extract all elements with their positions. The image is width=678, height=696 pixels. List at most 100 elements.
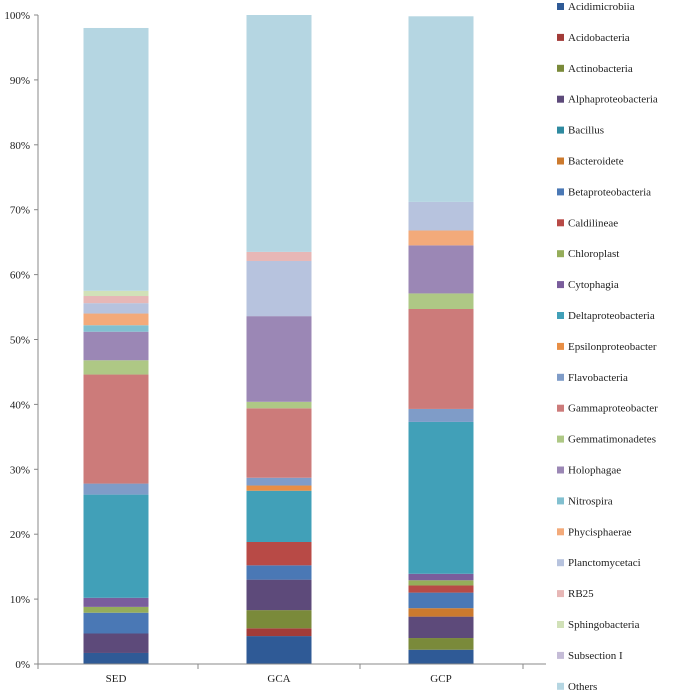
legend-swatch (557, 312, 564, 319)
bar-segment-gcp-chloroplast (408, 580, 474, 586)
bar-segment-sed-cytophagia (83, 597, 149, 607)
bar-segment-gca-rb25 (246, 251, 312, 261)
bar-segment-sed-chloroplast (83, 606, 149, 613)
legend-swatch (557, 621, 564, 628)
bars-layer (83, 15, 474, 664)
bar-segment-gca-caldilineae (246, 541, 312, 566)
bar-segment-gcp-bacteroidete (408, 608, 474, 617)
bar-segment-gca-gammaproteobacteria (246, 408, 312, 478)
bar-segment-gca-flavobacteria (246, 477, 312, 486)
bar-segment-gcp-alphaproteobacteria (408, 616, 474, 639)
legend-swatch (557, 188, 564, 196)
y-tick-label: 10% (10, 594, 30, 606)
bar-segment-gcp-planctomycetaci (408, 201, 474, 231)
bar-segment-sed-acidimicrobiia (83, 652, 149, 664)
bar-segment-gca-others (246, 15, 312, 252)
axes-layer: 0% 10% 20% 30% 40% 50% 60% 70% 80% 90% 100% SED GCA G… (4, 10, 546, 685)
legend-label: Nitrospira (568, 495, 613, 507)
bar-segment-gca-gemmatimonadetes (246, 401, 312, 409)
legend-swatch (557, 497, 564, 505)
legend-swatch (557, 651, 564, 659)
bar-segment-sed-deltaproteobacteria (83, 494, 149, 598)
x-category-label: SED (106, 673, 127, 685)
y-tick-label: 0% (15, 659, 30, 671)
legend-swatch (557, 682, 564, 690)
legend-label: Subsection I (568, 650, 623, 662)
bar-segment-gcp-deltaproteobacteria (408, 421, 474, 574)
y-tick-label: 90% (10, 75, 30, 87)
legend-label: Planctomycetaci (568, 557, 641, 569)
legend-swatch (557, 3, 564, 10)
legend-label: Acidimicrobiia (568, 1, 635, 13)
legend-swatch (557, 157, 564, 165)
bar-segment-gcp-caldilineae (408, 585, 474, 593)
bar-segment-sed-rb25 (83, 296, 149, 304)
legend-label: Betaproteobacteria (568, 186, 651, 198)
legend-swatch (557, 219, 564, 227)
y-tick-label: 40% (10, 399, 30, 411)
bar-segment-sed-planctomycetaci (83, 303, 149, 314)
bar-segment-gcp-flavobacteria (408, 408, 474, 422)
bar-segment-gcp-others (408, 16, 474, 202)
bar-segment-sed-phycisphaerae (83, 313, 149, 326)
legend-label: Bacillus (568, 125, 604, 137)
bar-segment-gca-epsilonproteobacteria (246, 485, 312, 491)
bar-segment-sed-nitrospira (83, 325, 149, 332)
bar-segment-sed-flavobacteria (83, 483, 149, 495)
y-tick-label: 50% (10, 335, 30, 347)
legend-swatch (557, 95, 564, 103)
legend-label: Alphaproteobacteria (568, 94, 658, 106)
legend-label: Gammaproteobacter (568, 403, 658, 415)
legend-swatch (557, 64, 564, 72)
bar-segment-sed-betaproteobacteria (83, 612, 149, 634)
bar-segment-gca-holophagae (246, 316, 312, 402)
y-tick-label: 80% (10, 140, 30, 152)
legend-swatch (557, 342, 564, 350)
x-category-label: GCA (267, 673, 290, 685)
bar-segment-sed-holophagae (83, 331, 149, 361)
legend-label: Caldilineae (568, 217, 618, 229)
bar-segment-gcp-acidimicrobiia (408, 649, 474, 664)
bar-segment-gca-deltaproteobacteria (246, 490, 312, 542)
y-tick-label: 100% (4, 10, 30, 22)
legend-label: Acidobacteria (568, 32, 630, 44)
legend-label: Bacteroidete (568, 156, 624, 168)
x-category-label: GCP (430, 673, 451, 685)
legend-swatch (557, 126, 564, 134)
bar-segment-gcp-gemmatimonadetes (408, 293, 474, 309)
legend-label: Cytophagia (568, 279, 619, 291)
legend-label: Holophagae (568, 465, 621, 477)
legend-swatch (557, 435, 564, 443)
legend-swatch (557, 373, 564, 381)
bar-segment-gcp-gammaproteobacteria (408, 308, 474, 409)
bar-segment-gca-alphaproteobacteria (246, 579, 312, 611)
legend-label: Gemmatimonadetes (568, 434, 656, 446)
legend-swatch (557, 466, 564, 474)
legend: Acidimicrobiia Acidobacteria Actinobacteri… (557, 1, 658, 693)
legend-label: Actinobacteria (568, 63, 633, 75)
bar-segment-gca-actinobacteria (246, 610, 312, 629)
bar-segment-gcp-actinobacteria (408, 638, 474, 650)
legend-swatch (557, 281, 564, 289)
legend-swatch (557, 250, 564, 258)
bar-segment-gca-betaproteobacteria (246, 565, 312, 580)
y-tick-label: 30% (10, 464, 30, 476)
y-tick-label: 60% (10, 270, 30, 282)
bar-segment-gca-acidimicrobiia (246, 636, 312, 664)
bar-segment-gca-planctomycetaci (246, 260, 312, 317)
legend-label: Sphingobacteria (568, 619, 640, 631)
bar-segment-gcp-phycisphaerae (408, 230, 474, 246)
legend-swatch (557, 590, 564, 598)
legend-label: Flavobacteria (568, 372, 628, 384)
legend-swatch (557, 528, 564, 536)
legend-swatch (557, 559, 564, 567)
legend-label: Epsilonproteobacter (568, 341, 657, 353)
legend-swatch (557, 33, 564, 41)
legend-label: Chloroplast (568, 248, 619, 260)
bar-segment-gcp-holophagae (408, 245, 474, 294)
y-tick-label: 20% (10, 529, 30, 541)
bar-segment-sed-sphingobacteria (83, 290, 149, 297)
bar-segment-sed-gammaproteobacteria (83, 374, 149, 484)
legend-label: RB25 (568, 588, 594, 600)
